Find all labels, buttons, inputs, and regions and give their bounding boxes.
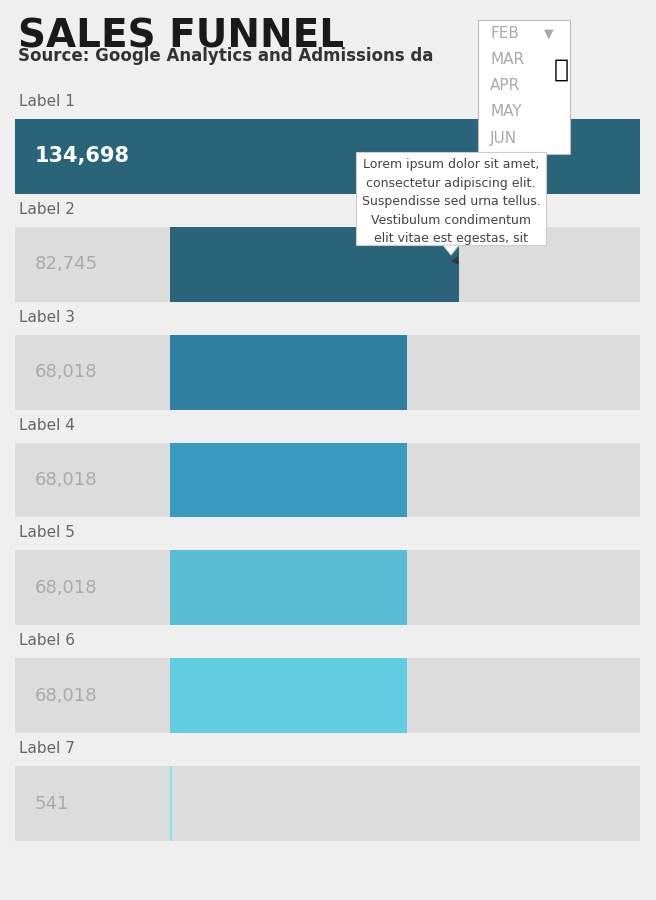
FancyBboxPatch shape: [15, 766, 640, 841]
Text: ▼: ▼: [544, 28, 554, 40]
Text: FEB: FEB: [490, 26, 519, 41]
FancyBboxPatch shape: [15, 551, 640, 625]
Text: 541: 541: [35, 795, 70, 813]
FancyBboxPatch shape: [15, 658, 640, 734]
Polygon shape: [443, 245, 459, 255]
FancyBboxPatch shape: [170, 227, 459, 302]
Text: Label 4: Label 4: [19, 418, 75, 433]
Text: 134,698: 134,698: [35, 147, 130, 166]
Text: Label 1: Label 1: [19, 94, 75, 109]
Text: 82,745: 82,745: [35, 256, 98, 274]
Text: Label 6: Label 6: [19, 634, 75, 648]
FancyBboxPatch shape: [15, 335, 640, 410]
Text: MAY: MAY: [490, 104, 522, 120]
Text: 68,018: 68,018: [35, 687, 98, 705]
Text: Lorem ipsum dolor sit amet,
consectetur adipiscing elit.
Suspendisse sed urna te: Lorem ipsum dolor sit amet, consectetur …: [361, 158, 541, 245]
Text: Label 2: Label 2: [19, 202, 75, 217]
Text: 68,018: 68,018: [35, 363, 98, 381]
FancyBboxPatch shape: [15, 119, 640, 194]
Text: Label 5: Label 5: [19, 526, 75, 540]
FancyBboxPatch shape: [15, 119, 640, 194]
FancyBboxPatch shape: [15, 227, 640, 302]
Text: Label 7: Label 7: [19, 741, 75, 756]
Text: APR: APR: [490, 78, 520, 94]
Text: 👆: 👆: [554, 58, 569, 82]
FancyBboxPatch shape: [170, 551, 407, 625]
Text: JUN: JUN: [490, 130, 517, 146]
Text: 68,018: 68,018: [35, 579, 98, 597]
FancyBboxPatch shape: [356, 152, 546, 245]
FancyBboxPatch shape: [170, 766, 172, 841]
FancyBboxPatch shape: [170, 658, 407, 734]
Text: MAR: MAR: [490, 52, 524, 68]
Text: Label 3: Label 3: [19, 310, 75, 325]
Text: SALES FUNNEL: SALES FUNNEL: [18, 18, 344, 56]
FancyBboxPatch shape: [478, 20, 570, 154]
FancyBboxPatch shape: [170, 443, 407, 518]
Text: 68,018: 68,018: [35, 471, 98, 489]
Text: Source: Google Analytics and Admissions da: Source: Google Analytics and Admissions …: [18, 47, 434, 65]
FancyBboxPatch shape: [15, 443, 640, 518]
FancyBboxPatch shape: [170, 335, 407, 410]
